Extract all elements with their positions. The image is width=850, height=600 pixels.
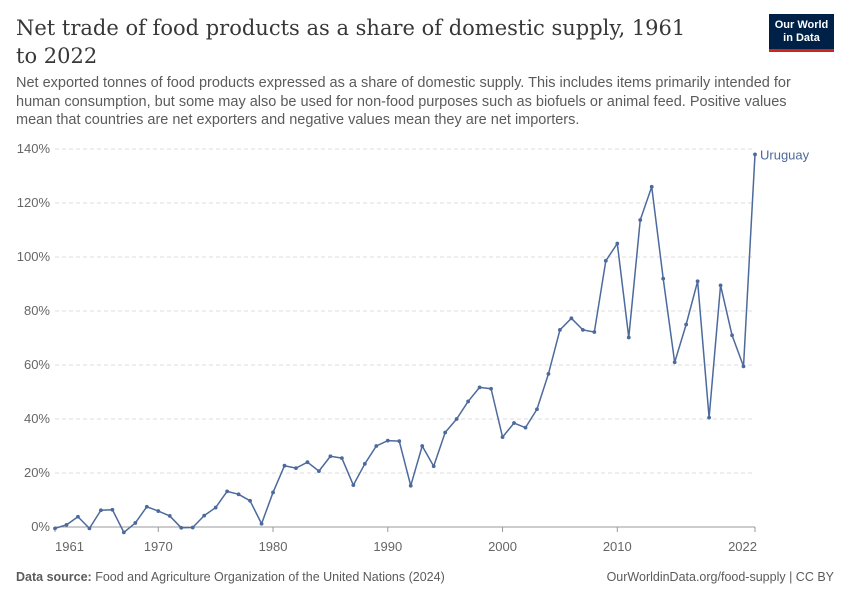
data-point-1998[interactable] <box>477 385 482 390</box>
data-point-2009[interactable] <box>603 258 608 263</box>
data-point-2002[interactable] <box>523 425 528 430</box>
data-point-2016[interactable] <box>684 322 689 327</box>
data-point-2001[interactable] <box>512 421 516 425</box>
data-point-2012[interactable] <box>638 218 643 222</box>
data-point-1970[interactable] <box>156 509 161 513</box>
data-point-1986[interactable] <box>339 456 344 461</box>
data-point-1993[interactable] <box>420 444 425 448</box>
data-point-2019[interactable] <box>718 283 723 288</box>
data-point-1977[interactable] <box>236 492 241 497</box>
data-point-1974[interactable] <box>202 513 207 518</box>
data-point-1976[interactable] <box>225 489 230 494</box>
data-point-2003[interactable] <box>535 407 539 412</box>
data-point-1972[interactable] <box>179 525 184 530</box>
y-tick-label-60: 60% <box>24 357 50 372</box>
logo-accent-bar <box>769 49 834 52</box>
chart-title: Net trade of food products as a share of… <box>16 16 686 68</box>
data-point-1975[interactable] <box>213 505 218 510</box>
y-tick-label-120: 120% <box>17 195 51 210</box>
y-tick-label-100: 100% <box>17 249 51 264</box>
data-point-1962[interactable] <box>64 522 69 527</box>
data-point-1973[interactable] <box>190 525 195 530</box>
data-point-1965[interactable] <box>99 508 103 513</box>
data-point-1968[interactable] <box>133 521 138 525</box>
data-point-1966[interactable] <box>110 507 115 512</box>
data-point-2004[interactable] <box>546 372 551 376</box>
data-point-2014[interactable] <box>661 276 666 281</box>
x-tick-label-1970: 1970 <box>144 539 173 554</box>
data-point-2000[interactable] <box>500 435 505 439</box>
y-tick-label-0: 0% <box>31 519 50 534</box>
data-point-1980[interactable] <box>271 490 275 495</box>
data-point-1981[interactable] <box>282 463 287 468</box>
data-point-2022[interactable] <box>753 152 757 157</box>
data-point-2005[interactable] <box>558 328 562 332</box>
data-point-2015[interactable] <box>672 360 677 365</box>
data-point-2011[interactable] <box>626 335 631 340</box>
y-axis-ticks: 0% 20% 40% 60% 80% 100% 120% 140% <box>17 141 51 534</box>
x-axis: 1961 1970 1980 1990 2000 2010 2022 <box>54 526 757 554</box>
data-point-2010[interactable] <box>615 241 620 246</box>
data-point-1967[interactable] <box>121 530 126 535</box>
x-tick-label-2022: 2022 <box>728 539 757 554</box>
data-point-2021[interactable] <box>741 364 746 369</box>
data-point-2013[interactable] <box>649 184 654 189</box>
data-point-1996[interactable] <box>454 417 459 421</box>
data-point-1979[interactable] <box>259 521 264 526</box>
data-point-1989[interactable] <box>374 444 379 448</box>
data-point-1982[interactable] <box>294 466 298 471</box>
data-point-2006[interactable] <box>569 316 574 321</box>
data-point-1963[interactable] <box>76 514 80 519</box>
data-point-2008[interactable] <box>592 330 597 334</box>
x-tick-label-2000: 2000 <box>488 539 517 554</box>
data-point-1997[interactable] <box>466 399 471 404</box>
data-point-1987[interactable] <box>351 483 356 488</box>
data-point-1995[interactable] <box>443 430 448 435</box>
data-point-1978[interactable] <box>248 498 252 503</box>
data-point-1984[interactable] <box>317 469 321 474</box>
data-point-1983[interactable] <box>305 460 310 465</box>
chart-subtitle: Net exported tonnes of food products exp… <box>16 75 791 128</box>
data-point-1992[interactable] <box>408 483 413 488</box>
grid-lines <box>55 148 755 528</box>
logo-line-1: Our World <box>774 19 829 31</box>
data-point-2020[interactable] <box>730 333 734 338</box>
y-tick-label-80: 80% <box>24 303 50 318</box>
x-tick-label-2010: 2010 <box>603 539 632 554</box>
y-tick-label-40: 40% <box>24 411 50 426</box>
x-tick-label-1961: 1961 <box>55 539 84 554</box>
data-point-1999[interactable] <box>489 386 493 391</box>
logo-line-2: in Data <box>783 32 820 44</box>
data-point-1971[interactable] <box>167 514 172 518</box>
series-label-uruguay[interactable]: Uruguay <box>760 147 810 162</box>
y-tick-label-140: 140% <box>17 141 51 156</box>
owid-logo[interactable]: Our World in Data <box>769 14 834 52</box>
data-source: Data source: Food and Agriculture Organi… <box>16 570 445 584</box>
x-tick-label-1980: 1980 <box>259 539 288 554</box>
data-point-1990[interactable] <box>385 438 390 443</box>
data-point-1994[interactable] <box>431 464 436 469</box>
data-point-1969[interactable] <box>144 504 149 509</box>
data-point-1985[interactable] <box>328 454 333 459</box>
data-point-2018[interactable] <box>707 415 711 420</box>
data-point-2007[interactable] <box>580 328 585 332</box>
data-point-1988[interactable] <box>362 461 367 466</box>
data-point-2017[interactable] <box>695 279 700 284</box>
x-tick-label-1990: 1990 <box>373 539 402 554</box>
data-point-1991[interactable] <box>397 439 402 444</box>
series-group: Uruguay <box>53 147 810 535</box>
data-point-1961[interactable] <box>53 526 57 531</box>
data-source-label: Data source: <box>16 570 92 584</box>
y-tick-label-20: 20% <box>24 465 50 480</box>
data-source-text: Food and Agriculture Organization of the… <box>95 570 445 584</box>
source-url-link[interactable]: OurWorldinData.org/food-supply | CC BY <box>606 570 834 584</box>
data-point-1964[interactable] <box>87 526 92 531</box>
series-line-uruguay[interactable] <box>54 154 756 534</box>
